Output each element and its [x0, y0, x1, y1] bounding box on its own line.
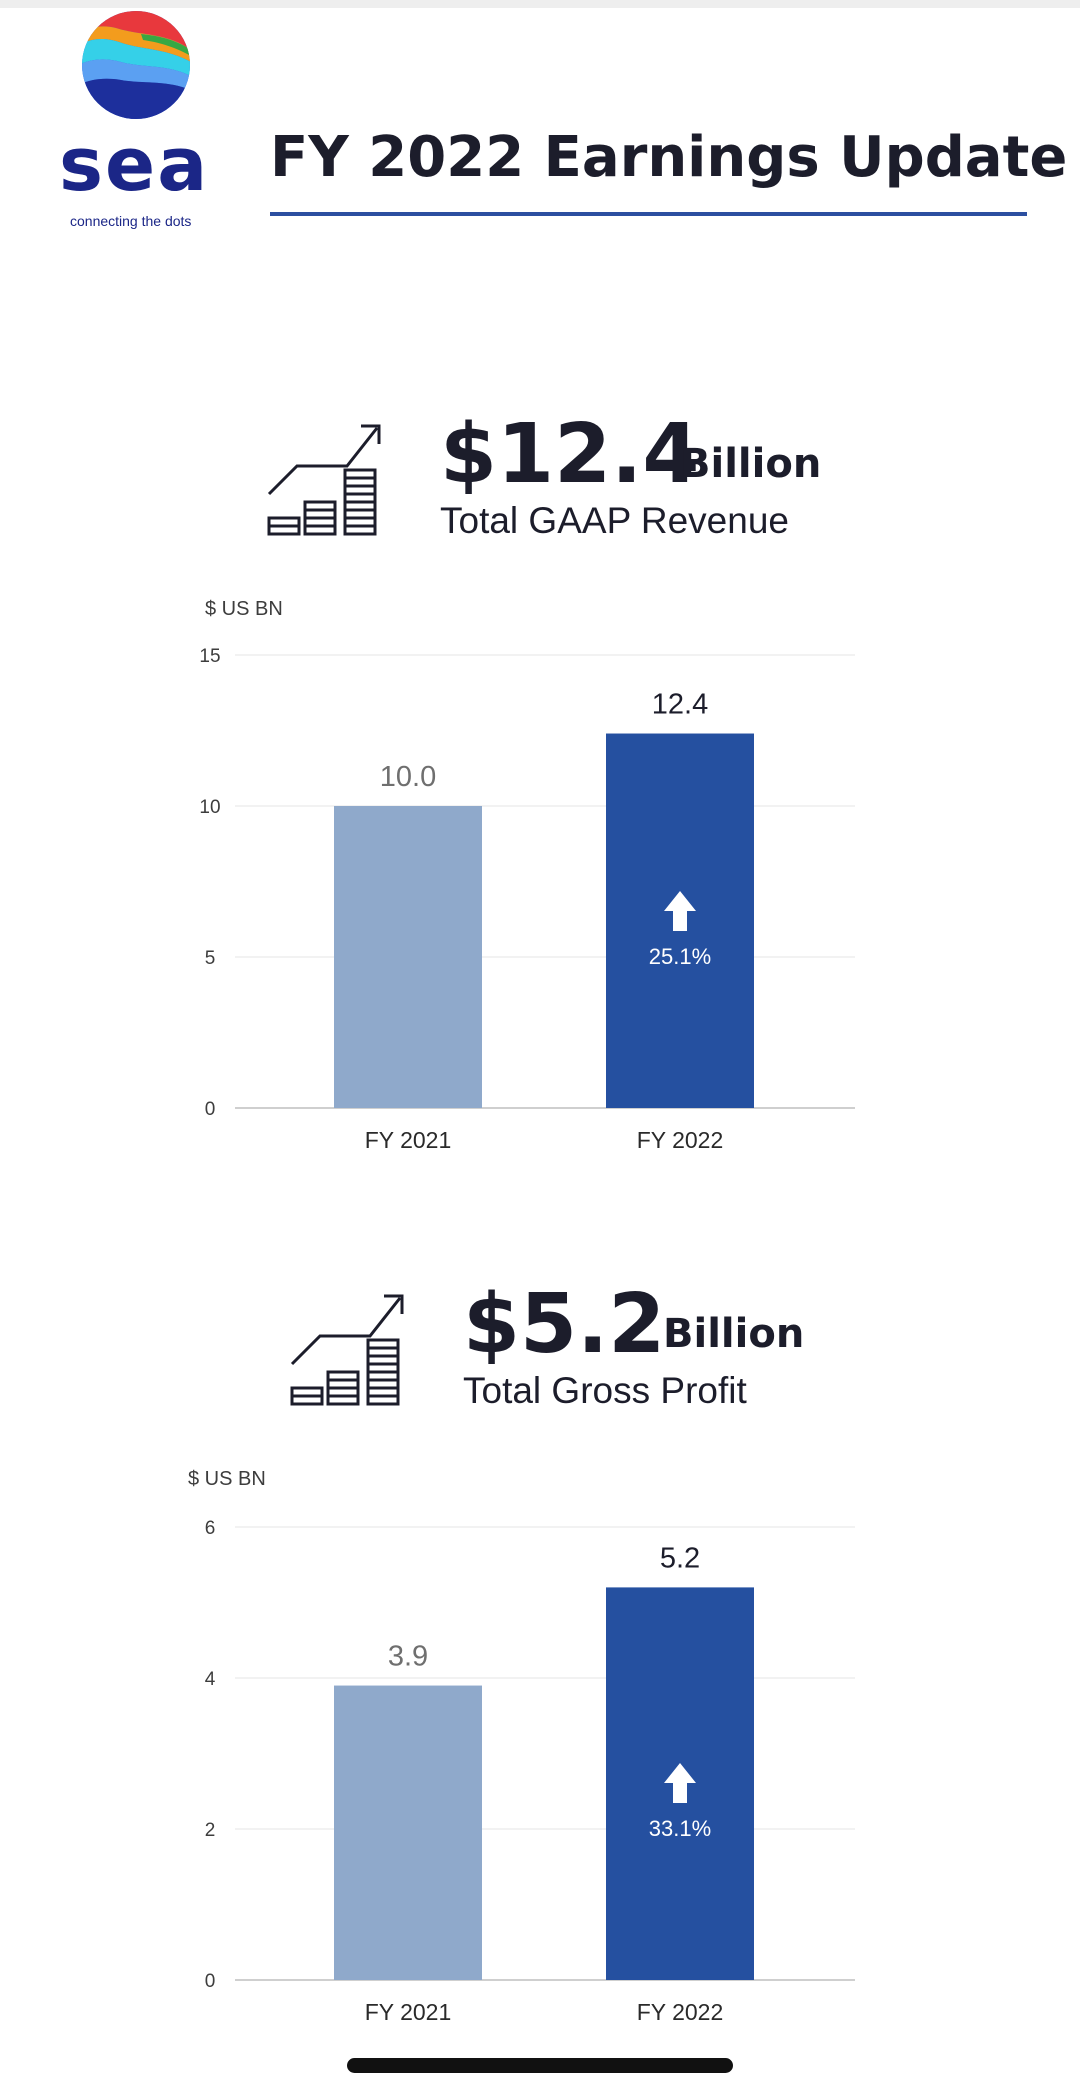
y-axis-unit-label: $ US BN [205, 598, 283, 620]
x-category-label: FY 2021 [365, 1127, 452, 1153]
gross-profit-label: Total Gross Profit [463, 1370, 747, 1411]
y-tick-label: 6 [205, 1518, 216, 1539]
status-strip [0, 0, 1080, 8]
arrow-up-icon [664, 891, 696, 931]
bar-fy-2021 [334, 806, 482, 1108]
gross-profit-value: $5.2 [463, 1277, 666, 1372]
y-tick-label: 0 [205, 1099, 216, 1120]
bar-value-label: 10.0 [380, 761, 436, 793]
revenue-chart-plot: 0 5 10 15 10.0 FY 2021 12.4 FY 2022 25.1% [199, 646, 855, 1153]
bar-value-label: 3.9 [388, 1641, 428, 1673]
revenue-value: $12.4 [440, 407, 700, 502]
x-category-label: FY 2021 [365, 1999, 452, 2025]
brand-wordmark: sea [59, 122, 210, 208]
y-axis-unit-label: $ US BN [188, 1468, 266, 1490]
brand-tagline: connecting the dots [70, 213, 192, 229]
sea-logo-mark [82, 11, 190, 119]
growth-percent-label: 25.1% [649, 944, 711, 969]
bar-value-label: 12.4 [652, 689, 708, 721]
growth-chart-icon [290, 1294, 404, 1406]
growth-chart-icon [267, 424, 381, 536]
x-category-label: FY 2022 [637, 1127, 724, 1153]
gross-profit-headline: $5.2 Billion Total Gross Profit [288, 1284, 888, 1420]
y-tick-label: 2 [205, 1820, 216, 1841]
revenue-bar-chart: $ US BN 0 5 10 15 10.0 FY 2021 12.4 FY 2022 25.1… [0, 590, 1080, 1170]
page-title: FY 2022 Earnings Update [270, 125, 1068, 190]
bar-value-label: 5.2 [660, 1542, 700, 1574]
gross-profit-chart-plot: 0 2 4 6 3.9 FY 2021 5.2 FY 2022 33.1% [205, 1518, 855, 2025]
revenue-headline: $12.4 Billion Total GAAP Revenue [265, 414, 865, 550]
title-underline [270, 212, 1027, 216]
gross-profit-unit: Billion [663, 1311, 805, 1357]
y-tick-label: 0 [205, 1971, 216, 1992]
y-tick-label: 10 [199, 797, 220, 818]
sea-logo: sea connecting the dots [55, 10, 235, 230]
y-tick-label: 15 [199, 646, 220, 667]
revenue-label: Total GAAP Revenue [440, 500, 789, 541]
home-indicator[interactable] [347, 2058, 733, 2073]
x-category-label: FY 2022 [637, 1999, 724, 2025]
bar-fy-2021 [334, 1685, 482, 1980]
revenue-unit: Billion [680, 441, 822, 487]
y-tick-label: 4 [205, 1669, 216, 1690]
growth-percent-label: 33.1% [649, 1816, 711, 1841]
y-tick-label: 5 [205, 948, 216, 969]
arrow-up-icon [664, 1763, 696, 1803]
gross-profit-bar-chart: $ US BN 0 2 4 6 3.9 FY 2021 5.2 FY 2022 33.1% [0, 1460, 1080, 2040]
